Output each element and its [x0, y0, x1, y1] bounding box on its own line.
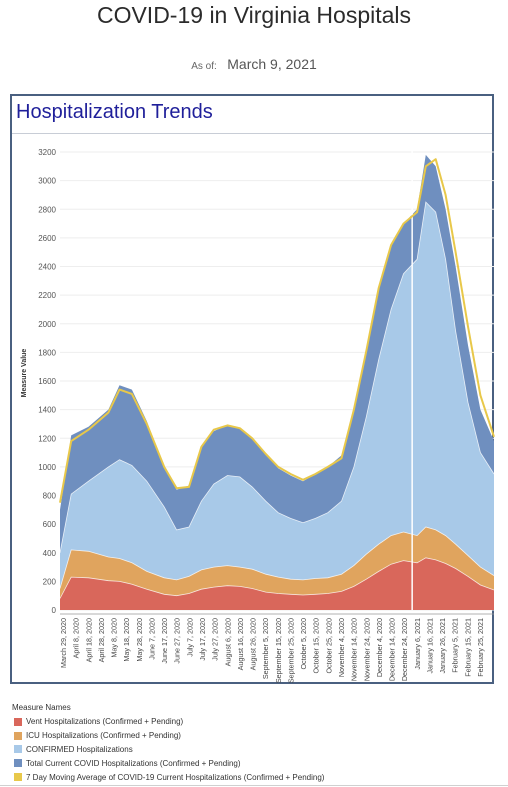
- y-tick-label: 2600: [38, 234, 56, 243]
- x-tick-label: October 15, 2020: [312, 618, 321, 674]
- x-tick-label: August 26, 2020: [249, 618, 258, 670]
- x-tick-label: April 8, 2020: [72, 618, 81, 658]
- area-series: [59, 154, 495, 610]
- legend-item-icu[interactable]: ICU Hospitalizations (Confirmed + Pendin…: [14, 729, 324, 743]
- x-tick-label: November 4, 2020: [337, 618, 346, 677]
- bottom-rule: [0, 785, 508, 786]
- legend-label: CONFIRMED Hospitalizations: [26, 744, 133, 754]
- y-tick-label: 1800: [38, 348, 56, 357]
- x-tick-label: December 14, 2020: [388, 618, 397, 681]
- legend-title: Measure Names: [12, 703, 71, 712]
- y-tick-label: 0: [52, 606, 57, 615]
- legend-swatch: [14, 717, 22, 726]
- x-tick-label: February 5, 2021: [451, 618, 460, 673]
- legend-item-total[interactable]: Total Current COVID Hospitalizations (Co…: [14, 756, 324, 770]
- x-tick-label: June 17, 2020: [160, 618, 169, 664]
- line-series: [59, 146, 495, 610]
- y-tick-label: 2200: [38, 291, 56, 300]
- legend-swatch: [14, 759, 22, 768]
- series-edge-0: [59, 557, 495, 599]
- y-tick-label: 3200: [38, 148, 56, 157]
- hospitalization-trends-chart[interactable]: 0 200 400 600 800 1000 1200 1400 1600 1800 2000 220…: [0, 0, 508, 700]
- x-tick-label: September 5, 2020: [261, 618, 270, 679]
- y-tick-label: 600: [43, 520, 57, 529]
- as-of-label: As of:: [191, 61, 217, 72]
- y-tick-label: 2000: [38, 320, 56, 329]
- moving-average-line: [59, 158, 495, 503]
- x-tick-label: October 5, 2020: [299, 618, 308, 670]
- series-area-0: [60, 557, 494, 610]
- x-tick-label: January 16, 2021: [425, 618, 434, 674]
- page-title: COVID-19 in Virginia Hospitals: [96, 2, 412, 28]
- legend-swatch: [14, 731, 22, 740]
- x-tick-label: May 8, 2020: [110, 618, 119, 658]
- series-edge-1: [59, 526, 495, 589]
- x-tick-label: November 14, 2020: [350, 618, 359, 681]
- x-tick-label: August 6, 2020: [223, 618, 232, 666]
- y-axis-label: Measure Value: [21, 349, 28, 398]
- x-tick-label: June 7, 2020: [147, 618, 156, 660]
- legend-item-moving-average[interactable]: 7 Day Moving Average of COVID-19 Current…: [14, 770, 324, 784]
- legend-swatch: [14, 773, 22, 782]
- x-tick-label: January 26, 2021: [438, 618, 447, 674]
- x-tick-label: June 27, 2020: [173, 618, 182, 664]
- y-tick-label: 1400: [38, 406, 56, 415]
- x-tick-label: September 15, 2020: [274, 618, 283, 683]
- x-tick-label: October 25, 2020: [324, 618, 333, 674]
- legend-label: Vent Hospitalizations (Confirmed + Pendi…: [26, 717, 184, 727]
- x-tick-label: August 16, 2020: [236, 618, 245, 670]
- x-tick-label: February 25, 2021: [476, 618, 485, 677]
- panel-divider: [12, 133, 492, 134]
- x-tick-label: July 17, 2020: [198, 618, 207, 661]
- legend-label: ICU Hospitalizations (Confirmed + Pendin…: [26, 731, 181, 741]
- as-of-date: March 9, 2021: [227, 56, 317, 72]
- x-tick-label: July 7, 2020: [185, 618, 194, 657]
- x-tick-label: November 24, 2020: [362, 618, 371, 681]
- x-tick-label: April 28, 2020: [97, 618, 106, 662]
- y-tick-label: 1000: [38, 463, 56, 472]
- x-tick-label: May 18, 2020: [122, 618, 131, 662]
- series-edge-2: [59, 201, 495, 553]
- x-tick-label: September 25, 2020: [286, 618, 295, 683]
- x-tick-label: March 29, 2020: [59, 618, 68, 668]
- y-tick-label: 1600: [38, 377, 56, 386]
- x-tick-label: July 27, 2020: [211, 618, 220, 661]
- as-of-line: As of: March 9, 2021: [0, 56, 508, 74]
- y-tick-label: 200: [43, 577, 57, 586]
- axes: 0 200 400 600 800 1000 1200 1400 1600 1800 2000 220…: [38, 148, 494, 683]
- y-tick-label: 800: [43, 492, 57, 501]
- legend-swatch: [14, 745, 22, 754]
- x-tick-label: April 18, 2020: [84, 618, 93, 662]
- y-tick-label: 1200: [38, 434, 56, 443]
- y-tick-label: 400: [43, 549, 57, 558]
- x-tick-label: December 24, 2020: [400, 618, 409, 681]
- legend: Vent Hospitalizations (Confirmed + Pendi…: [14, 715, 324, 784]
- legend-item-confirmed[interactable]: CONFIRMED Hospitalizations: [14, 743, 324, 757]
- legend-item-vent[interactable]: Vent Hospitalizations (Confirmed + Pendi…: [14, 715, 324, 729]
- legend-label: Total Current COVID Hospitalizations (Co…: [26, 758, 241, 768]
- x-tick-label: January 6, 2021: [413, 618, 422, 670]
- x-tick-label: December 4, 2020: [375, 618, 384, 677]
- x-tick-label: February 15, 2021: [463, 618, 472, 677]
- y-tick-label: 2800: [38, 205, 56, 214]
- series-area-2: [60, 202, 494, 610]
- y-tick-label: 2400: [38, 263, 56, 272]
- y-tick-label: 3000: [38, 177, 56, 186]
- x-tick-label: May 28, 2020: [135, 618, 144, 662]
- legend-label: 7 Day Moving Average of COVID-19 Current…: [26, 772, 325, 782]
- panel-title: Hospitalization Trends: [16, 101, 213, 123]
